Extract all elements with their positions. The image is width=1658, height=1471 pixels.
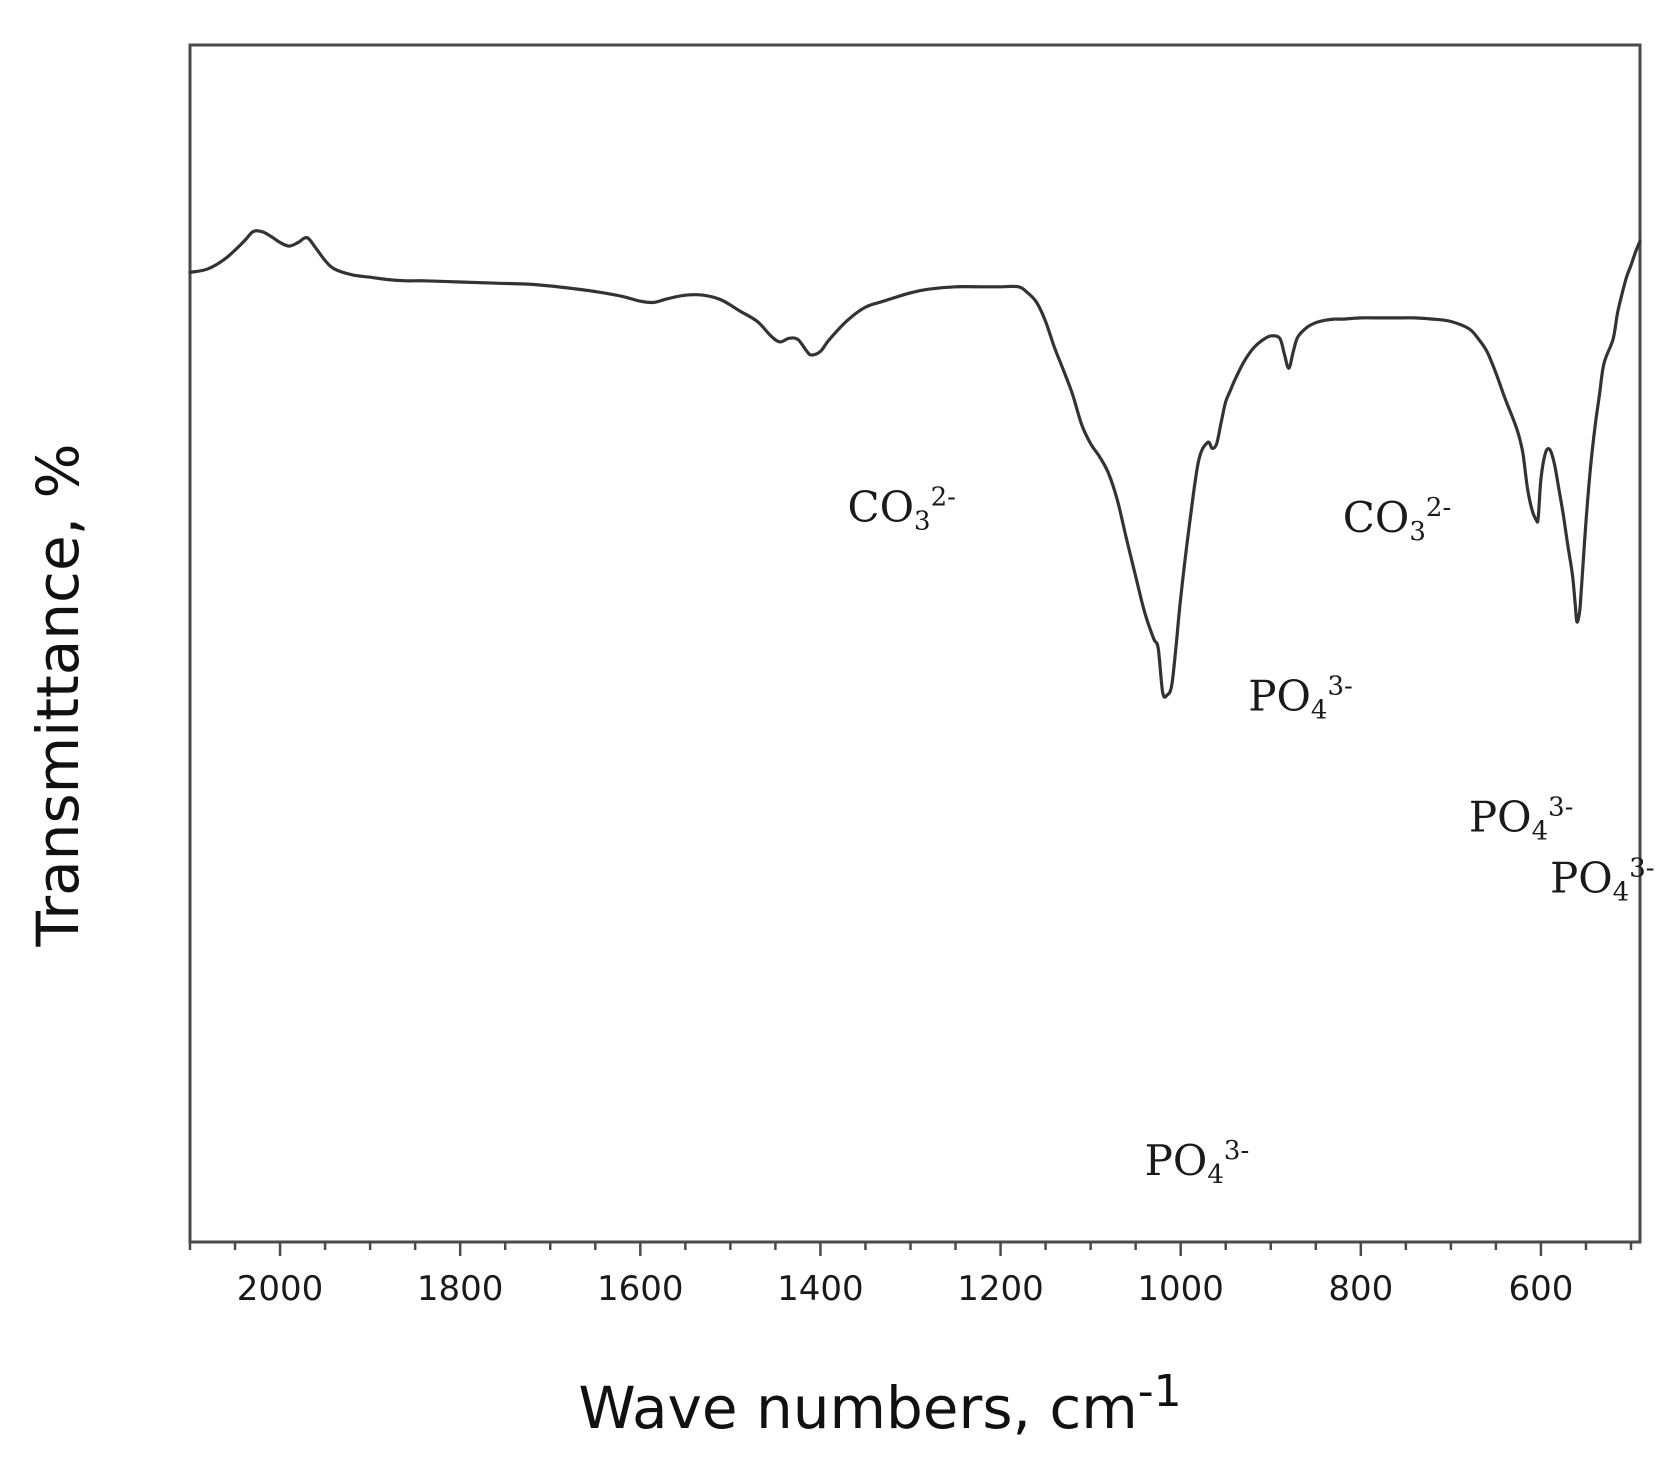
peak-annotation: PO43- (1469, 792, 1574, 846)
x-axis-label-exponent: -1 (1138, 1366, 1182, 1417)
x-tick-label: 1000 (1137, 1269, 1224, 1309)
x-tick-label: 1800 (417, 1269, 504, 1309)
plot-frame-group (188, 43, 1642, 1244)
x-axis-label-text: Wave numbers, cm (578, 1374, 1137, 1442)
spectrum-series (188, 229, 1642, 699)
x-tick-label: 600 (1508, 1269, 1573, 1309)
plot-frame (188, 43, 1642, 1244)
y-axis-label: Transmittance, % (24, 443, 92, 947)
x-tick-label: 1400 (777, 1269, 864, 1309)
x-tick-label: 1600 (597, 1269, 684, 1309)
peak-annotations: CO32- CO32- PO43- PO43- PO43- PO43- (847, 482, 1654, 1190)
peak-annotation: PO43- (1550, 853, 1655, 907)
x-tick-label: 2000 (237, 1269, 324, 1309)
x-axis-ticks: 2000 1800 1600 1400 1200 1000 800 600 (188, 1242, 1633, 1309)
peak-annotation: CO32- (847, 482, 955, 536)
spectrum-line (188, 229, 1642, 699)
x-tick-label: 800 (1328, 1269, 1393, 1309)
x-tick-label: 1200 (957, 1269, 1044, 1309)
peak-annotation: CO32- (1343, 493, 1451, 547)
peak-annotation: PO43- (1145, 1136, 1250, 1190)
x-axis-label: Wave numbers, cm-1 (578, 1366, 1181, 1442)
peak-annotation: PO43- (1248, 672, 1353, 726)
